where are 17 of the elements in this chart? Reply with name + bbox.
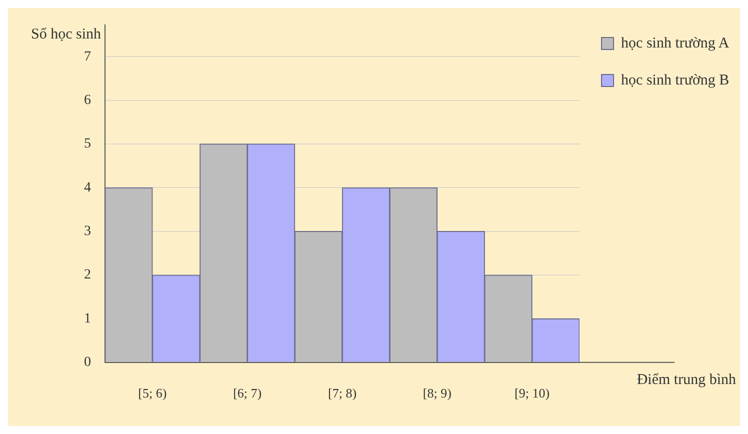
- y-tick-label: 2: [84, 268, 91, 283]
- y-axis-title: Số học sinh: [30, 26, 102, 42]
- y-tick-label: 1: [84, 311, 91, 326]
- x-tick-label: [6; 7): [233, 386, 262, 401]
- y-tick-label: 3: [84, 224, 91, 240]
- x-tick-label: [8; 9): [422, 386, 452, 401]
- y-tick-label: 6: [84, 92, 91, 108]
- y-tick-label: 5: [84, 136, 91, 152]
- y-tick-label: 4: [84, 180, 91, 196]
- y-tick-label: 0: [84, 355, 91, 370]
- legend-label: học sinh trường B: [621, 72, 730, 88]
- x-axis-title: Điểm trung bình: [636, 372, 736, 388]
- x-tick-label: [9; 10): [514, 386, 550, 401]
- x-tick-label: [7; 8): [328, 386, 357, 401]
- x-tick-label: [5; 6): [138, 386, 167, 401]
- y-tick-label: 7: [84, 49, 91, 64]
- legend-label: học sinh trường A: [621, 35, 730, 52]
